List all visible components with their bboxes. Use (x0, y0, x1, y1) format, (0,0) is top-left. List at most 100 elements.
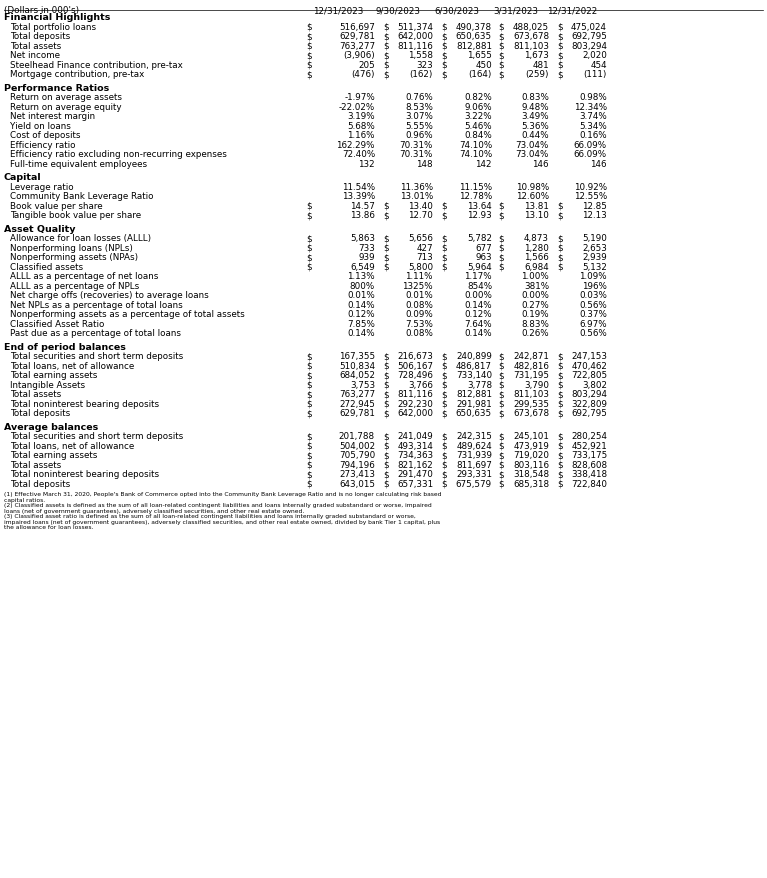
Text: $: $ (557, 234, 563, 243)
Text: $: $ (441, 243, 446, 252)
Text: 247,153: 247,153 (571, 352, 607, 361)
Text: 5,782: 5,782 (467, 234, 492, 243)
Text: 642,000: 642,000 (397, 409, 433, 418)
Text: $: $ (383, 409, 389, 418)
Text: $: $ (498, 41, 504, 51)
Text: $: $ (441, 253, 446, 262)
Text: loans (net of government guarantees), adversely classified securities, and other: loans (net of government guarantees), ad… (4, 508, 304, 513)
Text: $: $ (306, 470, 311, 479)
Text: 811,103: 811,103 (513, 390, 549, 399)
Text: $: $ (557, 32, 563, 41)
Text: 0.98%: 0.98% (579, 93, 607, 102)
Text: Asset Quality: Asset Quality (4, 225, 75, 234)
Text: 9/30/2023: 9/30/2023 (376, 6, 420, 15)
Text: 7.53%: 7.53% (405, 320, 433, 328)
Text: 0.03%: 0.03% (579, 291, 607, 300)
Text: 3.49%: 3.49% (522, 112, 549, 121)
Text: 719,020: 719,020 (513, 450, 549, 460)
Text: 452,921: 452,921 (571, 442, 607, 450)
Text: Total earning assets: Total earning assets (10, 371, 97, 380)
Text: 74.10%: 74.10% (459, 150, 492, 159)
Text: $: $ (383, 371, 389, 380)
Text: 1.11%: 1.11% (406, 272, 433, 281)
Text: 13.39%: 13.39% (342, 192, 375, 201)
Text: 5,132: 5,132 (582, 263, 607, 271)
Text: $: $ (306, 460, 311, 469)
Text: 0.56%: 0.56% (579, 329, 607, 338)
Text: $: $ (383, 23, 389, 32)
Text: (164): (164) (469, 70, 492, 79)
Text: $: $ (383, 442, 389, 450)
Text: -22.02%: -22.02% (339, 103, 375, 112)
Text: Nonperforming loans (NPLs): Nonperforming loans (NPLs) (10, 243, 133, 252)
Text: $: $ (306, 361, 311, 371)
Text: 1,566: 1,566 (525, 253, 549, 262)
Text: 811,697: 811,697 (456, 460, 492, 469)
Text: 242,315: 242,315 (456, 432, 492, 441)
Text: $: $ (498, 380, 504, 389)
Text: 66.09%: 66.09% (574, 140, 607, 149)
Text: 14.57: 14.57 (350, 201, 375, 211)
Text: (476): (476) (351, 70, 375, 79)
Text: $: $ (441, 479, 446, 488)
Text: 629,781: 629,781 (339, 32, 375, 41)
Text: 0.14%: 0.14% (347, 300, 375, 309)
Text: Community Bank Leverage Ratio: Community Bank Leverage Ratio (10, 192, 153, 201)
Text: 12.34%: 12.34% (574, 103, 607, 112)
Text: $: $ (557, 51, 563, 60)
Text: $: $ (557, 380, 563, 389)
Text: $: $ (383, 41, 389, 51)
Text: 167,355: 167,355 (339, 352, 375, 361)
Text: $: $ (306, 23, 311, 32)
Text: Past due as a percentage of total loans: Past due as a percentage of total loans (10, 329, 181, 338)
Text: $: $ (306, 432, 311, 441)
Text: 4,873: 4,873 (524, 234, 549, 243)
Text: 794,196: 794,196 (339, 460, 375, 469)
Text: 0.14%: 0.14% (464, 300, 492, 309)
Text: 454: 454 (591, 61, 607, 69)
Text: 5.55%: 5.55% (405, 121, 433, 131)
Text: 6,549: 6,549 (351, 263, 375, 271)
Text: 70.31%: 70.31% (400, 140, 433, 149)
Text: 280,254: 280,254 (571, 432, 607, 441)
Text: 475,024: 475,024 (571, 23, 607, 32)
Text: $: $ (441, 234, 446, 243)
Text: 0.83%: 0.83% (521, 93, 549, 102)
Text: $: $ (441, 442, 446, 450)
Text: 821,162: 821,162 (397, 460, 433, 469)
Text: 6.97%: 6.97% (579, 320, 607, 328)
Text: $: $ (498, 399, 504, 408)
Text: $: $ (306, 352, 311, 361)
Text: 812,881: 812,881 (456, 390, 492, 399)
Text: 291,470: 291,470 (397, 470, 433, 479)
Text: $: $ (498, 352, 504, 361)
Text: 196%: 196% (582, 281, 607, 291)
Text: 3/31/2023: 3/31/2023 (493, 6, 538, 15)
Text: 731,939: 731,939 (456, 450, 492, 460)
Text: $: $ (441, 390, 446, 399)
Text: $: $ (557, 23, 563, 32)
Text: $: $ (441, 409, 446, 418)
Text: $: $ (557, 361, 563, 371)
Text: 0.12%: 0.12% (347, 310, 375, 319)
Text: $: $ (383, 380, 389, 389)
Text: $: $ (498, 23, 504, 32)
Text: (162): (162) (410, 70, 433, 79)
Text: 5,863: 5,863 (350, 234, 375, 243)
Text: 13.86: 13.86 (350, 211, 375, 220)
Text: Net interest margin: Net interest margin (10, 112, 95, 121)
Text: (3) Classified asset ratio is defined as the sum of all loan-related contingent : (3) Classified asset ratio is defined as… (4, 514, 416, 519)
Text: 692,795: 692,795 (571, 32, 607, 41)
Text: 0.19%: 0.19% (522, 310, 549, 319)
Text: 6/30/2023: 6/30/2023 (434, 6, 479, 15)
Text: Total noninterest bearing deposits: Total noninterest bearing deposits (10, 470, 159, 479)
Text: 338,418: 338,418 (571, 470, 607, 479)
Text: $: $ (557, 460, 563, 469)
Text: 7.85%: 7.85% (347, 320, 375, 328)
Text: 12/31/2023: 12/31/2023 (313, 6, 364, 15)
Text: 12.60%: 12.60% (516, 192, 549, 201)
Text: $: $ (498, 409, 504, 418)
Text: $: $ (498, 243, 504, 252)
Text: (2) Classified assets is defined as the sum of all loan-related contingent liabi: (2) Classified assets is defined as the … (4, 502, 432, 507)
Text: $: $ (498, 263, 504, 271)
